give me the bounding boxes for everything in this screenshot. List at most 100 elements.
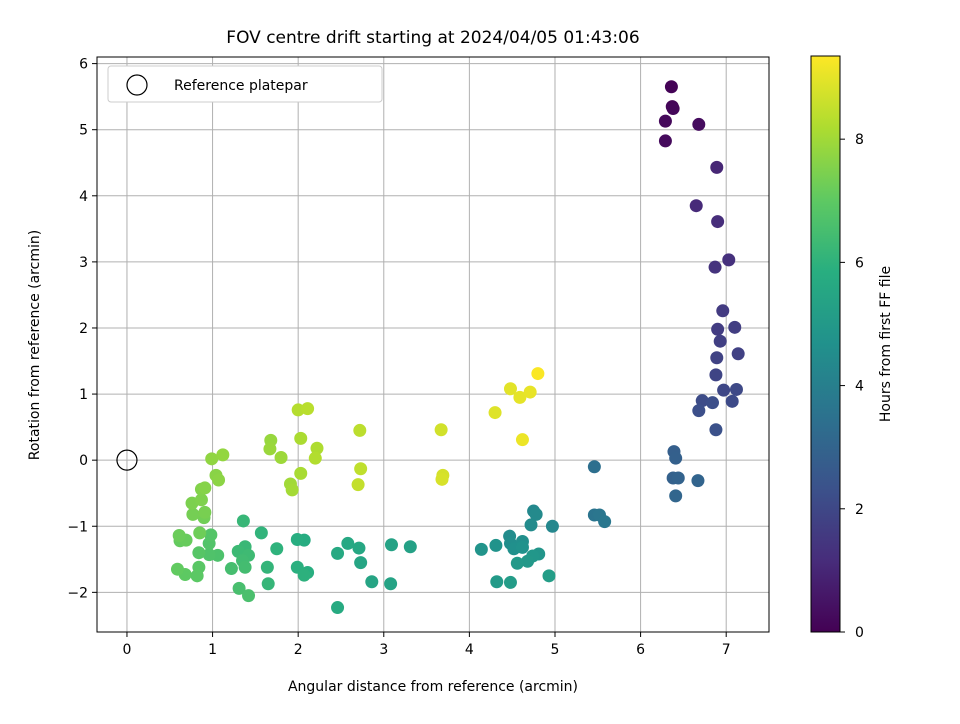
data-point (545, 519, 559, 533)
data-point (706, 396, 720, 410)
data-point (658, 134, 672, 148)
x-axis-label: Angular distance from reference (arcmin) (288, 679, 578, 695)
data-point (521, 554, 535, 568)
colorbar-tick-label: 2 (855, 502, 864, 518)
data-point (717, 383, 731, 397)
colorbar-tick-label: 4 (855, 379, 864, 395)
data-point (202, 548, 216, 562)
data-point (710, 160, 724, 174)
y-axis-ticks: −2 −1 0 1 2 3 4 5 6 (67, 57, 97, 601)
data-point (192, 546, 206, 560)
y-axis-label: Rotation from reference (arcmin) (27, 230, 43, 460)
data-point (708, 260, 722, 274)
data-point (260, 560, 274, 574)
data-point (728, 320, 742, 334)
colorbar-tick-label: 0 (855, 625, 864, 641)
data-point (354, 556, 368, 570)
data-point (692, 117, 706, 131)
x-tick-label: 0 (123, 642, 132, 658)
data-point (711, 215, 725, 229)
data-point (434, 423, 448, 437)
data-point (598, 515, 612, 529)
y-tick-label: 1 (79, 387, 88, 403)
data-point (198, 481, 212, 495)
data-point (666, 102, 680, 116)
data-point (353, 423, 367, 437)
reference-marker (116, 449, 138, 471)
data-point (261, 577, 275, 591)
data-point (236, 514, 250, 528)
data-point (294, 431, 308, 445)
data-point (689, 199, 703, 213)
data-point (254, 526, 268, 540)
data-point (403, 540, 417, 554)
data-point (301, 402, 315, 416)
data-points (170, 80, 745, 615)
data-point (529, 507, 543, 521)
x-tick-label: 6 (636, 642, 645, 658)
data-point (671, 471, 685, 485)
legend-box (107, 65, 383, 103)
data-point (341, 536, 355, 550)
colorbar-tick-label: 8 (855, 132, 864, 148)
legend-entry-reference: Reference platepar (174, 78, 308, 94)
data-point (274, 451, 288, 465)
y-tick-label: 2 (79, 321, 88, 337)
data-point (510, 556, 524, 570)
y-tick-label: 6 (79, 57, 88, 73)
chart-title: FOV centre drift starting at 2024/04/05 … (226, 28, 639, 48)
data-point (365, 575, 379, 589)
data-point (205, 452, 219, 466)
data-point (193, 526, 207, 540)
x-tick-label: 3 (379, 642, 388, 658)
data-point (515, 433, 529, 447)
data-point (691, 474, 705, 488)
data-point (270, 542, 284, 556)
data-point (710, 351, 724, 365)
plot-frame (96, 56, 770, 633)
x-tick-label: 5 (551, 642, 560, 658)
data-point (664, 80, 678, 94)
data-point (489, 538, 503, 552)
x-tick-label: 4 (465, 642, 474, 658)
data-point (172, 529, 186, 543)
data-point (490, 575, 504, 589)
data-point (242, 589, 256, 603)
x-axis-ticks: 0 1 2 3 4 5 6 7 (123, 632, 731, 658)
data-point (515, 540, 529, 554)
data-point (308, 451, 322, 465)
data-point (722, 253, 736, 267)
data-point (716, 304, 730, 318)
data-point (331, 546, 345, 560)
legend: Reference platepar (107, 65, 383, 103)
data-point (713, 334, 727, 348)
data-point (513, 390, 527, 404)
data-point (542, 569, 556, 583)
colorbar-tick-label: 6 (855, 255, 864, 271)
data-point (695, 394, 709, 408)
y-tick-label: 4 (79, 189, 88, 205)
colorbar-ticks: 0 2 4 6 8 (840, 132, 864, 641)
colorbar-label: Hours from first FF file (878, 266, 894, 422)
x-tick-label: 7 (722, 642, 731, 658)
data-point (692, 404, 706, 418)
data-point (731, 347, 745, 361)
data-point (587, 460, 601, 474)
colorbar: 0 2 4 6 8 Hours from first FF file (810, 55, 894, 641)
y-tick-label: −2 (67, 585, 88, 601)
data-point (725, 394, 739, 408)
data-point (186, 507, 200, 521)
data-point (503, 382, 517, 396)
data-point (354, 462, 368, 476)
data-point (297, 568, 311, 582)
data-point (711, 322, 725, 336)
data-point (331, 601, 345, 615)
data-point (204, 528, 218, 542)
y-tick-label: 5 (79, 123, 88, 139)
data-point (232, 581, 246, 595)
y-tick-label: 3 (79, 255, 88, 271)
data-point (194, 493, 208, 507)
data-point (669, 451, 683, 465)
data-point (435, 472, 449, 486)
